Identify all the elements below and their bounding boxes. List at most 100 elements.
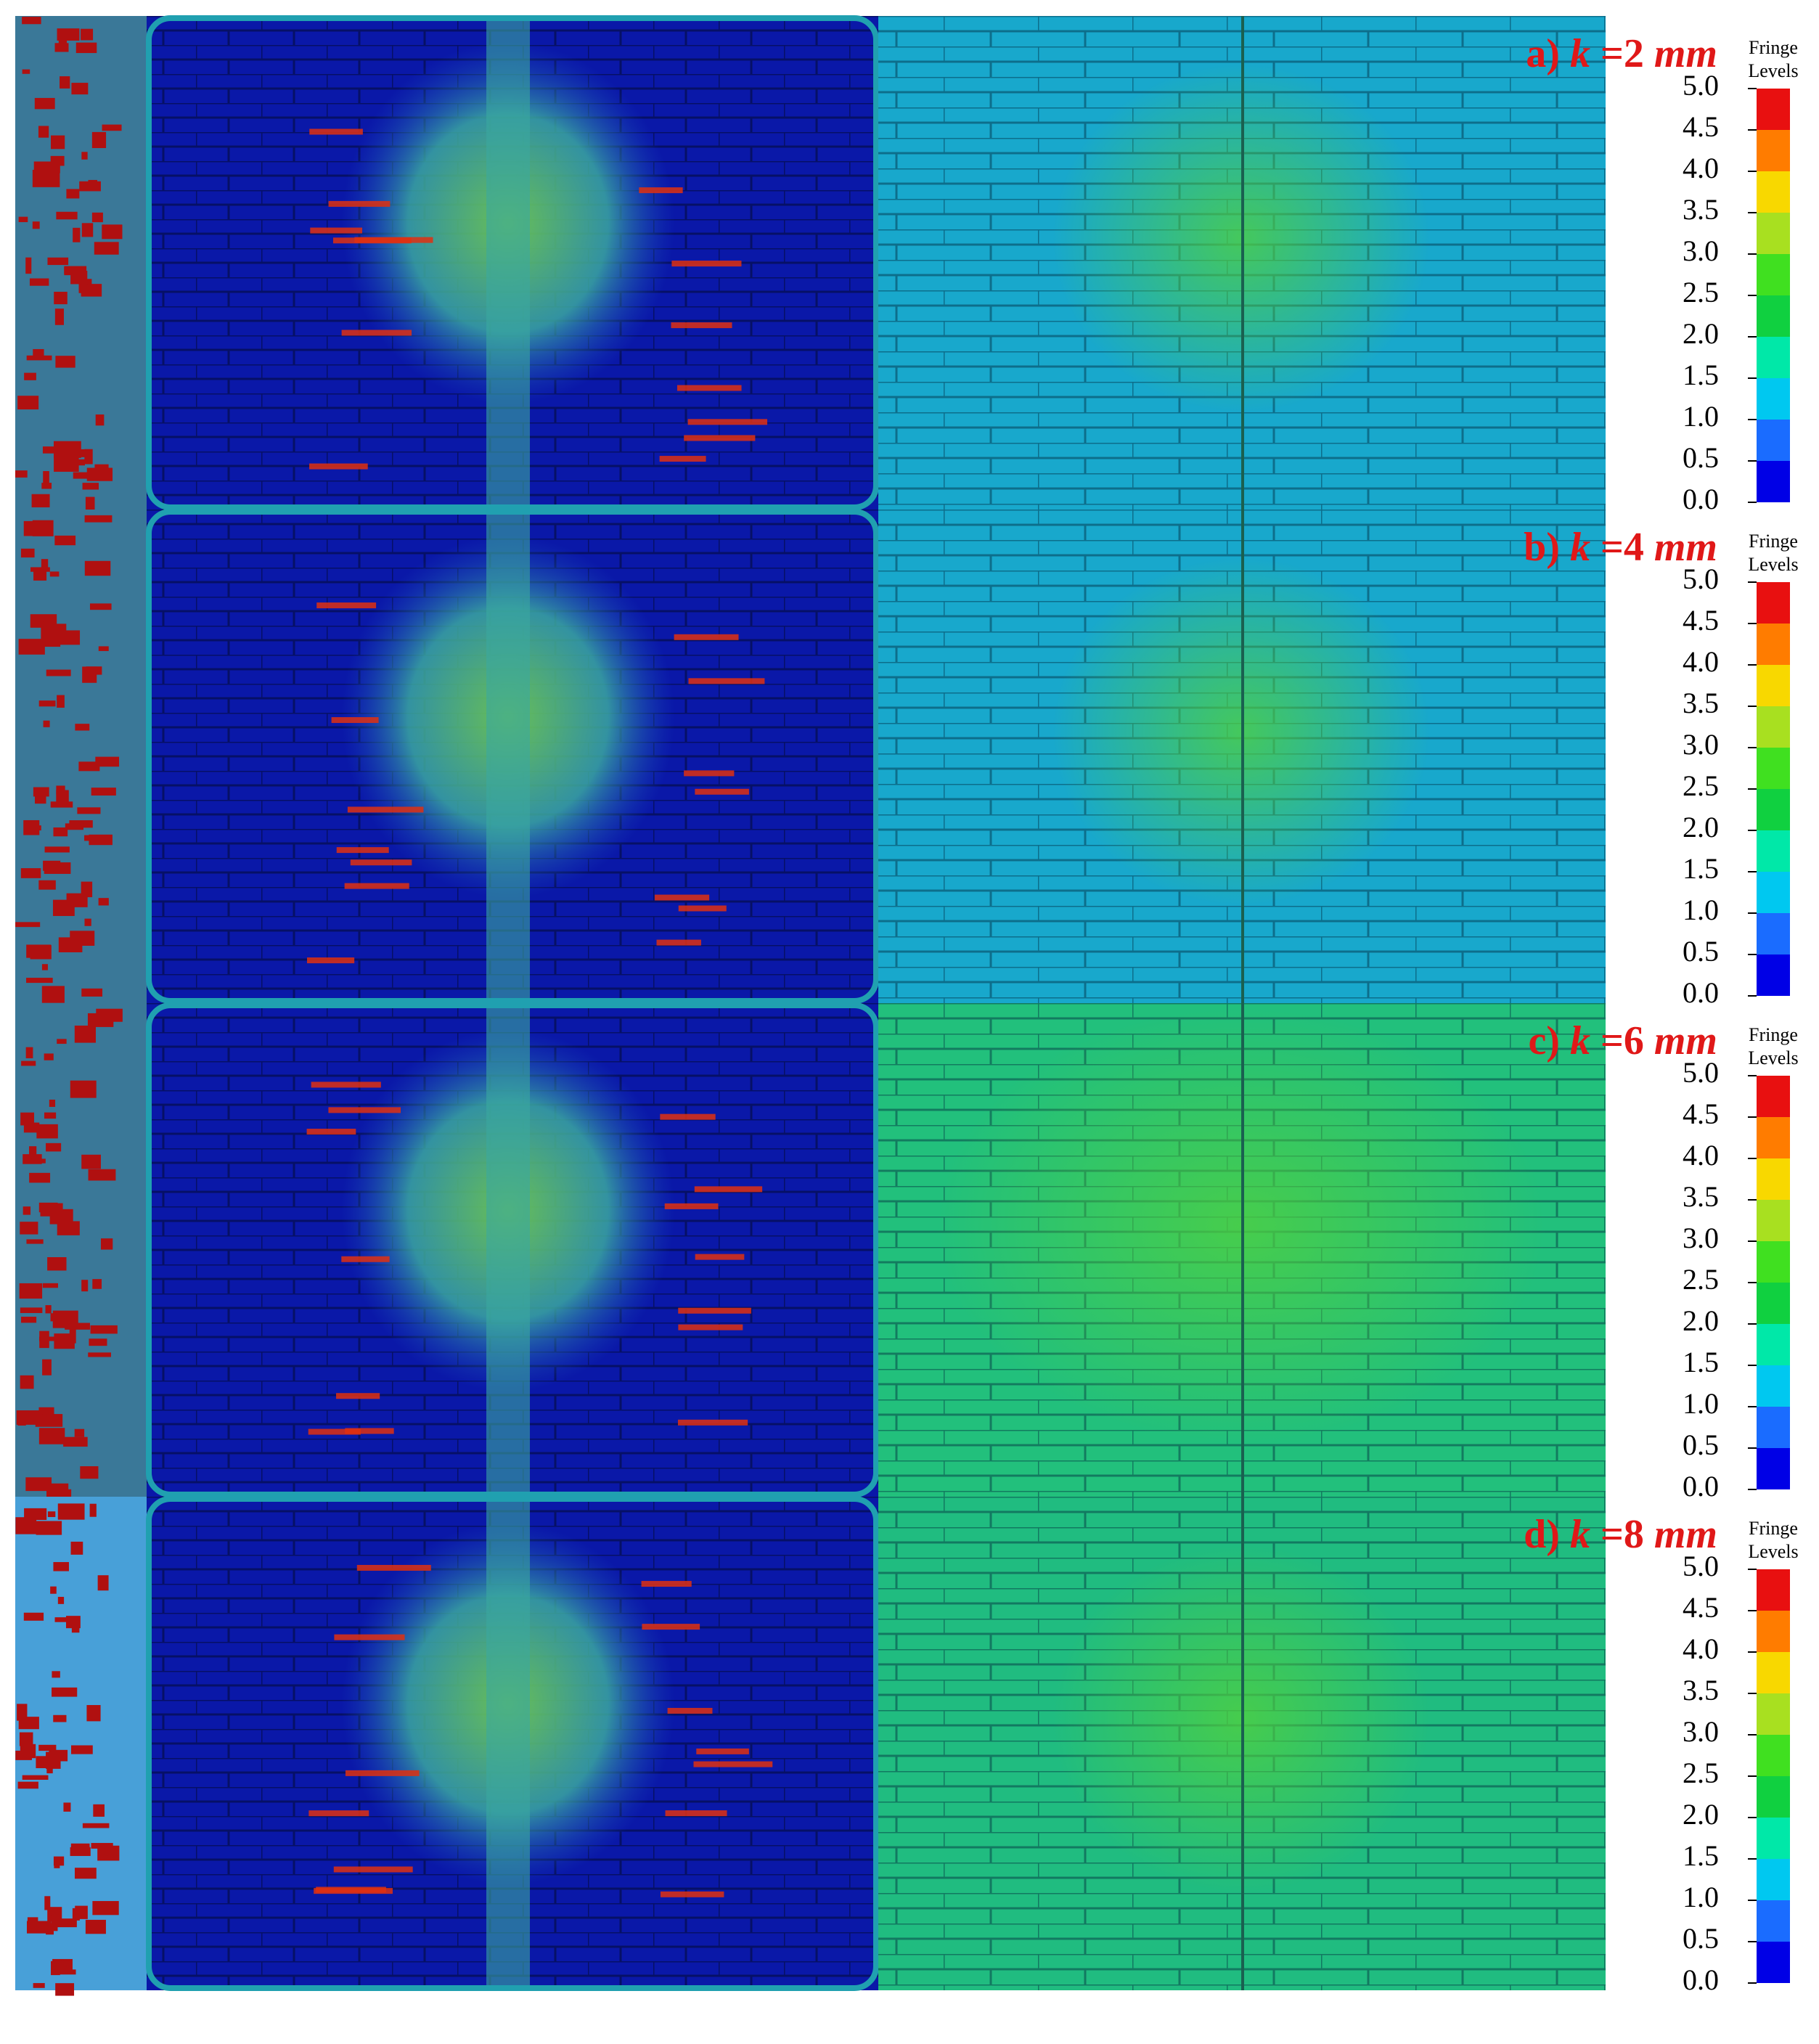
- damage-spot: [86, 1705, 101, 1722]
- damage-spot: [74, 1428, 85, 1437]
- crack-band: [345, 1428, 394, 1434]
- damage-spot: [29, 1172, 51, 1183]
- crack-band: [693, 1761, 773, 1767]
- damage-spot: [65, 823, 83, 830]
- legend-title: Levels: [1748, 1541, 1798, 1562]
- crack-band: [336, 847, 389, 854]
- damage-spot: [42, 1283, 58, 1288]
- crack-band: [333, 1866, 413, 1873]
- damage-spot: [20, 868, 41, 878]
- damage-spot: [74, 1025, 96, 1043]
- damage-spot: [50, 801, 73, 808]
- damage-spot: [54, 291, 68, 305]
- border-band: [146, 1496, 879, 1991]
- damage-spot: [80, 1466, 99, 1479]
- crack-band: [311, 1082, 381, 1088]
- damage-spot: [64, 266, 87, 276]
- crack-band: [696, 1748, 749, 1754]
- fringe-swatch: [1757, 1735, 1790, 1776]
- damage-spot: [70, 1847, 91, 1856]
- damage-spot: [50, 1586, 57, 1594]
- damage-spot: [70, 1745, 93, 1754]
- fringe-swatch: [1757, 1569, 1790, 1611]
- damage-spot: [60, 76, 70, 89]
- damage-spot: [44, 1112, 57, 1119]
- damage-spot: [35, 1414, 63, 1427]
- fringe-swatch: [1757, 1365, 1790, 1407]
- label-unit: mm: [1654, 525, 1717, 570]
- crack-band: [678, 1307, 751, 1314]
- damage-spot: [15, 1517, 37, 1534]
- damage-spot: [23, 1612, 44, 1621]
- legend-tick-label: 1.0: [1683, 894, 1719, 926]
- damage-spot: [26, 1239, 44, 1244]
- damage-spot: [56, 790, 69, 803]
- damage-spot: [44, 846, 70, 853]
- crack-band: [331, 717, 379, 724]
- crack-band: [695, 1254, 745, 1260]
- legend-tick-label: 2.5: [1683, 276, 1719, 308]
- crack-band: [328, 1107, 401, 1113]
- damage-spot: [20, 1375, 34, 1389]
- crack-band: [306, 1129, 356, 1135]
- damage-spot: [58, 630, 81, 645]
- label-symbol: k: [1570, 31, 1590, 76]
- crack-band: [687, 419, 768, 425]
- damage-spot: [47, 1256, 67, 1271]
- damage-spot: [57, 1503, 85, 1520]
- label-unit: mm: [1654, 31, 1717, 76]
- damage-spot: [39, 1330, 49, 1349]
- crack-band: [641, 1581, 692, 1587]
- damage-spot: [38, 1407, 54, 1415]
- damage-spot: [54, 1918, 77, 1928]
- legend-tick-label: 2.0: [1683, 1304, 1719, 1337]
- fringe-swatch: [1757, 254, 1790, 295]
- crack-band: [676, 385, 742, 391]
- damage-spot: [49, 1209, 73, 1225]
- legend-tick-label: 0.5: [1683, 441, 1719, 474]
- label-symbol: k: [1570, 525, 1590, 570]
- damage-spot: [89, 834, 113, 846]
- damage-spot: [15, 470, 28, 478]
- damage-spot: [85, 496, 95, 514]
- damage-spot: [65, 1616, 81, 1629]
- damage-spot: [82, 483, 99, 490]
- damage-spot: [102, 224, 123, 240]
- border-band: [146, 1002, 879, 1497]
- fringe-swatch: [1757, 830, 1790, 872]
- damage-spot: [81, 988, 103, 997]
- crack-band: [347, 806, 424, 813]
- fringe-swatch: [1757, 1652, 1790, 1693]
- damage-spot: [82, 1823, 110, 1828]
- fringe-swatch: [1757, 420, 1790, 461]
- label-symbol: k: [1570, 1512, 1590, 1557]
- damage-spot: [57, 695, 65, 708]
- crack-band: [310, 227, 363, 234]
- legend-tick-label: 1.0: [1683, 400, 1719, 433]
- damage-spot: [102, 124, 122, 131]
- damage-spot: [27, 1917, 38, 1926]
- damage-spot: [17, 396, 39, 410]
- damage-spot: [93, 1804, 105, 1817]
- damage-spot: [74, 1868, 97, 1879]
- legend-tick-label: 4.0: [1683, 152, 1719, 184]
- crack-band: [678, 905, 727, 912]
- legend-title: Levels: [1748, 554, 1798, 575]
- damage-spot: [52, 1687, 78, 1697]
- damage-spot: [23, 520, 43, 536]
- fringe-swatch: [1757, 789, 1790, 830]
- crack-band: [316, 602, 377, 609]
- panel-label: c) k =6 mm: [1528, 1018, 1717, 1063]
- damage-spot: [34, 97, 55, 110]
- legend-tick-label: 3.5: [1683, 193, 1719, 226]
- damage-spot: [84, 918, 91, 926]
- crack-band: [684, 435, 756, 441]
- legend-tick-label: 4.0: [1683, 1632, 1719, 1665]
- fringe-swatch: [1757, 1900, 1790, 1942]
- damage-spot: [56, 785, 65, 795]
- crack-band: [345, 1770, 420, 1776]
- legend-title: Levels: [1748, 1047, 1798, 1068]
- damage-spot: [42, 446, 69, 454]
- damage-spot: [19, 1283, 43, 1299]
